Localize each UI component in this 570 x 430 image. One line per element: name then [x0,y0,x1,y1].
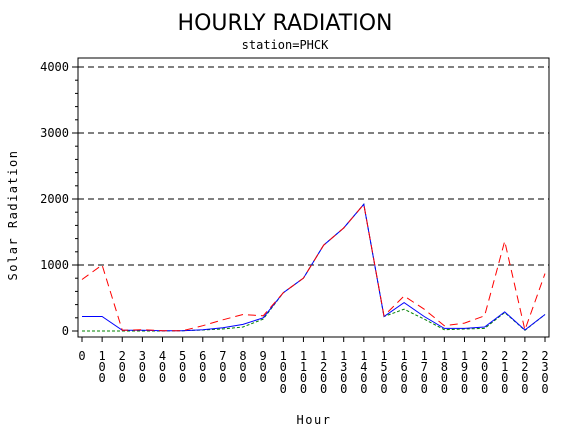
series-line-dashed [81,203,546,332]
chart-subtitle: station=PHCK [242,38,329,52]
x-axis-label: Hour [297,413,332,427]
y-tick-label: 4000 [40,60,69,74]
y-tick-label: 3000 [40,126,69,140]
x-axis: 0 1 0 0 2 0 0 3 0 0 4 0 0 5 0 0 6 0 0 7 0 0 8 0 0 9 0 0 1 0 0 0 1 1 0 0 1 2 0 0… [78,337,549,396]
series-line-solid [82,203,546,332]
plot-frame [77,57,550,338]
y-tick-label: 1000 [40,258,69,272]
series-lines [81,203,546,332]
y-axis: 0 1000 2000 3000 4000 [40,60,78,338]
x-tick-label: 0 [78,349,85,363]
y-tick-label: 0 [62,324,69,338]
series-line-dotted [82,203,546,332]
y-tick-label: 2000 [40,192,69,206]
chart-title: HOURLY RADIATION [178,11,393,36]
grid-lines [78,66,549,266]
y-axis-label: Solar Radiation [6,150,20,281]
